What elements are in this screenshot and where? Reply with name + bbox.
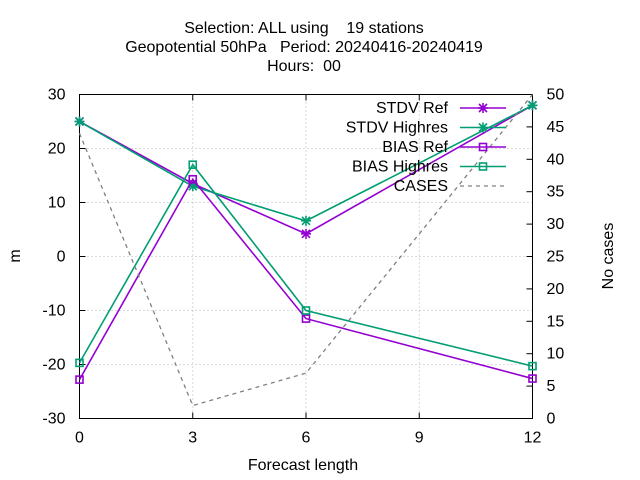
y2-tick-label: 40 [547,151,565,168]
data-point-3 [301,306,311,315]
data-point-3 [528,361,537,371]
legend-label: BIAS Highres [352,159,448,176]
y2-tick-label: 15 [547,313,565,330]
y2-tick-label: 25 [547,249,565,266]
y-axis-label: m [7,249,24,262]
chart-title: Selection: ALL using 19 stations [184,20,424,37]
legend-marker [478,142,488,152]
x-tick-label: 12 [524,430,542,447]
data-point-1 [527,100,538,111]
data-point-3 [75,358,84,368]
data-point-1 [301,215,311,226]
y2-tick-label: 30 [547,216,565,233]
legend: STDV Ref STDV Highres BIAS Ref BIAS Highres… [346,100,506,195]
legend-label: CASES [394,178,448,195]
x-tick-label: 3 [188,430,197,447]
y-tick-label: 30 [48,87,66,104]
chart-subtitle: Geopotential 50hPa Period: 20240416-2024… [125,39,483,56]
series-line-0 [79,104,533,235]
legend-label: BIAS Ref [382,139,448,156]
y-tick-label: 10 [48,195,66,212]
x-axis-label: Forecast length [248,457,358,474]
y2-tick-label: 10 [547,346,565,363]
y2-tick-label: 45 [547,119,565,136]
legend-label: STDV Ref [376,100,449,117]
axis-ticks: 0 3 6 9 12 -30 -20 -10 0 10 20 30 0 5 10 15 20 25 30 35 40 45… [42,87,564,447]
y-tick-label: -10 [42,303,65,320]
series-line-3 [78,163,533,367]
data-point-2 [188,174,198,184]
legend-marker [478,122,488,133]
data-point-2 [301,314,311,323]
legend-marker [478,103,488,113]
y-tick-label: -20 [42,357,65,374]
y2-tick-label: 35 [547,184,565,201]
x-tick-label: 6 [302,430,311,447]
series-line-1 [79,104,533,222]
series-line-4 [78,94,534,407]
y2-tick-label: 5 [547,378,556,395]
y2-tick-label: 20 [547,281,565,298]
data-point-0 [301,228,311,239]
legend-marker [478,162,488,171]
series-group [74,94,538,407]
data-point-1 [187,181,198,192]
y2-axis-label: No cases [600,223,617,290]
chart-subtitle-hours: Hours: 00 [267,58,341,75]
x-tick-label: 9 [415,430,424,447]
y2-tick-label: 50 [547,87,565,104]
y-tick-label: 0 [57,249,66,266]
series-line-2 [78,177,533,381]
y-tick-label: 20 [48,141,66,158]
data-point-2 [75,375,84,384]
y-tick-label: -30 [42,411,65,428]
data-point-2 [528,374,537,383]
data-point-1 [74,116,85,127]
legend-label: STDV Highres [346,120,448,137]
data-point-3 [188,160,198,169]
y2-tick-label: 0 [547,411,556,428]
x-tick-label: 0 [75,430,84,447]
